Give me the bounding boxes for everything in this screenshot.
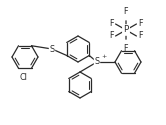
Text: F: F bbox=[124, 7, 128, 16]
Text: Cl: Cl bbox=[19, 73, 27, 82]
Text: F: F bbox=[138, 20, 143, 28]
Text: F: F bbox=[138, 32, 143, 40]
Text: F: F bbox=[109, 32, 114, 40]
Text: F: F bbox=[109, 20, 114, 28]
Text: S: S bbox=[49, 44, 55, 54]
Text: P: P bbox=[123, 26, 129, 35]
Text: F: F bbox=[124, 44, 128, 53]
Text: +: + bbox=[101, 54, 106, 59]
Text: S: S bbox=[94, 58, 100, 66]
